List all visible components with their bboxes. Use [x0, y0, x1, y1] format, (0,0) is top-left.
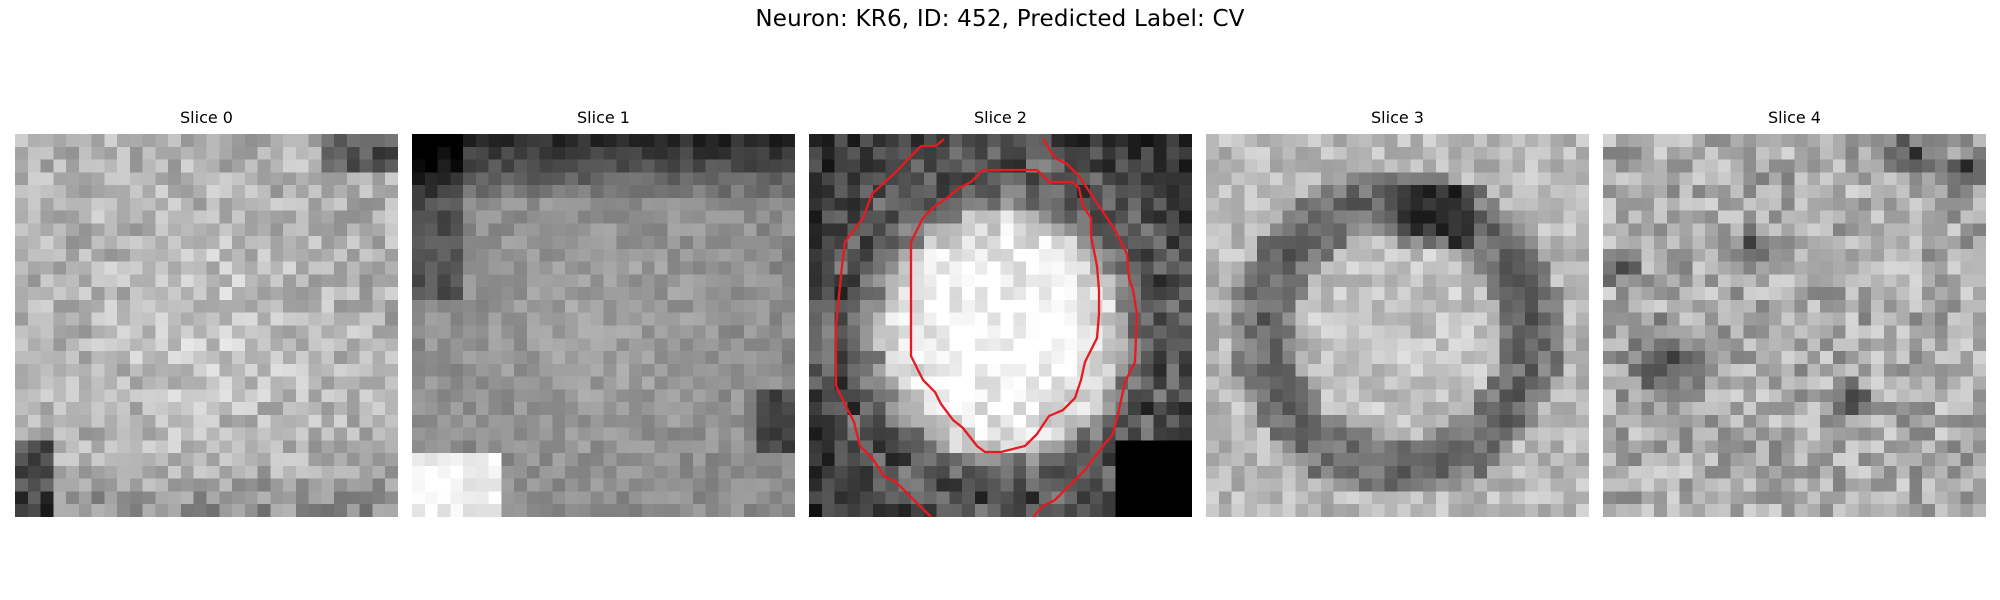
- inner-contour: [909, 168, 1101, 454]
- slice-image-0: [15, 134, 398, 517]
- slice-title-3: Slice 3: [1371, 108, 1424, 127]
- slice-image-3: [1206, 134, 1589, 517]
- figure-title: Neuron: KR6, ID: 452, Predicted Label: C…: [755, 6, 1245, 32]
- outer-contour: [834, 138, 945, 517]
- slice-image-2: [809, 134, 1192, 517]
- outer-contour-right: [1032, 138, 1139, 517]
- slice-panel-3: Slice 3: [1206, 108, 1589, 517]
- slice-panel-4: Slice 4: [1603, 108, 1986, 517]
- slice-panel-1: Slice 1: [412, 108, 795, 517]
- slice-title-0: Slice 0: [180, 108, 233, 127]
- slice-title-2: Slice 2: [974, 108, 1027, 127]
- slice-title-4: Slice 4: [1768, 108, 1821, 127]
- contour-overlay: [834, 138, 1139, 517]
- slice-image-4: [1603, 134, 1986, 517]
- slice-panel-2: Slice 2: [809, 108, 1192, 517]
- slice-title-1: Slice 1: [577, 108, 630, 127]
- slice-image-1: [412, 134, 795, 517]
- slice-panel-0: Slice 0: [15, 108, 398, 517]
